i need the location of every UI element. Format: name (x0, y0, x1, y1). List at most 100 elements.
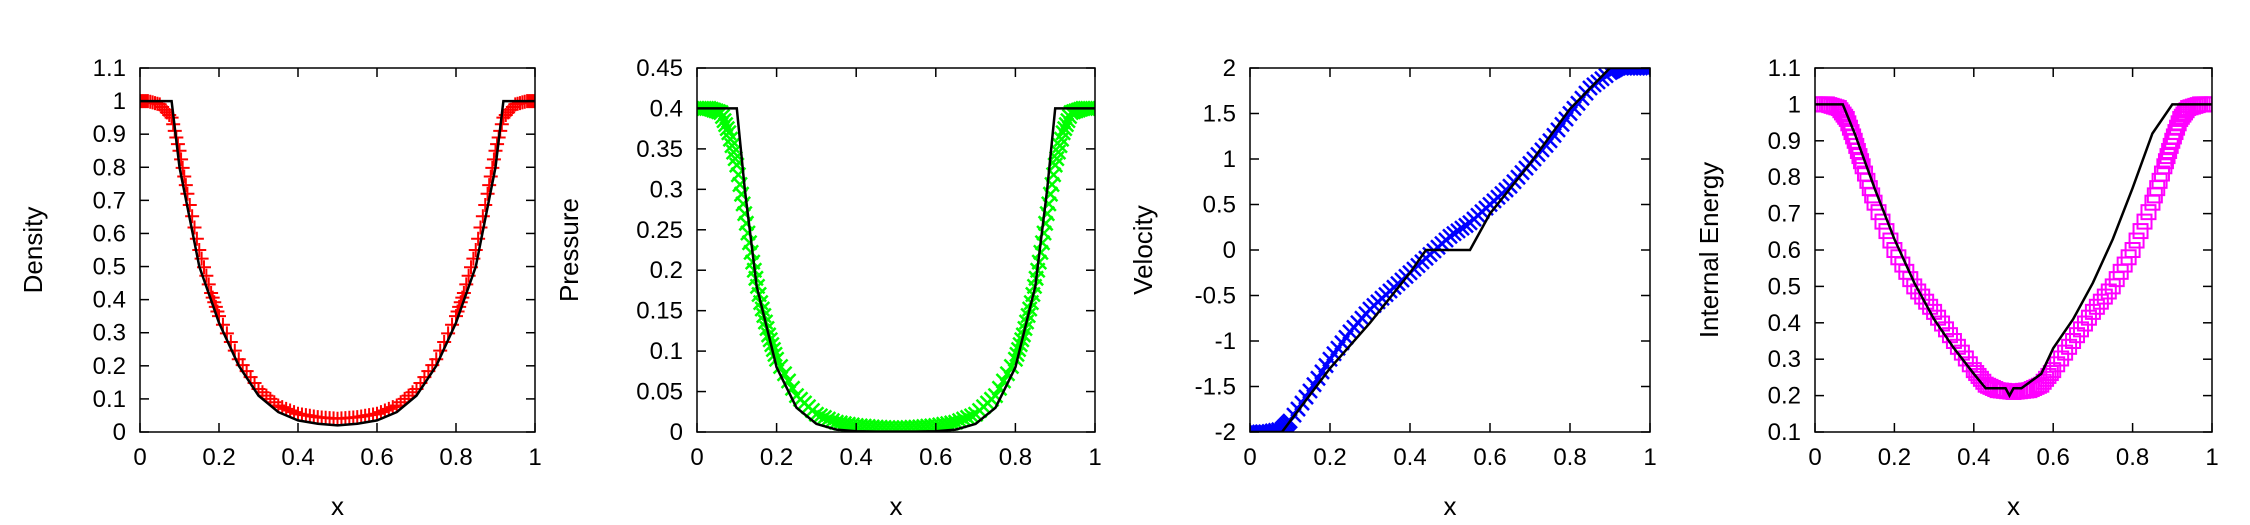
data-point (719, 120, 736, 137)
data-point (1258, 424, 1274, 432)
x-tick-label: 0.6 (919, 444, 952, 471)
data-point (1874, 213, 1891, 230)
y-tick-label: 0.9 (93, 121, 126, 148)
reference-line (1250, 68, 1650, 432)
data-point (2157, 153, 2174, 170)
x-axis-label: x (890, 491, 903, 521)
y-tick-label: 0.2 (1768, 383, 1801, 410)
y-tick-label: 1 (113, 88, 126, 115)
y-tick-label: 0.5 (93, 254, 126, 281)
x-tick-label: 0.8 (439, 444, 472, 471)
data-point (478, 197, 493, 212)
y-axis-label: Velocity (1128, 205, 1158, 295)
x-axis-label: x (2007, 491, 2020, 521)
y-tick-label: 0 (113, 419, 126, 446)
data-point (468, 243, 483, 257)
y-tick-label: 0.7 (93, 187, 126, 214)
x-tick-label: 0.4 (281, 444, 314, 471)
data-point (1058, 116, 1075, 133)
data-point (485, 160, 500, 175)
y-tick-label: 0.2 (93, 353, 126, 380)
chart-panel-4: 0 0.2 0.4 0.6 0.8 1 0.1 0.2 0.3 0.4 0.5 0.6 0.7 0.8 0.… (1694, 55, 2219, 521)
y-tick-label: -0.5 (1195, 283, 1236, 310)
data-point (2156, 158, 2173, 175)
y-tick-label: 0.1 (650, 338, 683, 365)
y-tick-label: 0.05 (636, 379, 683, 406)
y-tick-label: -1.5 (1195, 374, 1236, 401)
x-axis-label: x (331, 491, 344, 521)
plot-frame (1814, 67, 2213, 433)
data-point (714, 108, 731, 125)
y-tick-label: 0.1 (1768, 419, 1801, 446)
data-point (2040, 367, 2057, 384)
chart-panel-1: 0 0.2 0.4 0.6 0.8 1 0 0.1 0.2 0.3 0.4 0.5 0.6 0.7 0.8 0… (18, 55, 542, 521)
chart-panel-2: 0 0.2 0.4 0.6 0.8 1 0 0.05 0.1 0.15 0.2 0.25 0.3 0.35… (554, 55, 1102, 521)
y-tick-label: 1.1 (93, 55, 126, 82)
data-point (999, 365, 1016, 382)
data-point (955, 411, 972, 427)
y-tick-label: 0.4 (650, 95, 683, 122)
x-tick-label: 0.2 (760, 444, 793, 471)
data-point (1878, 223, 1895, 240)
x-tick-label: 0.4 (1393, 444, 1426, 471)
y-tick-label: 0.4 (93, 287, 126, 314)
data-point (177, 169, 192, 184)
y-tick-label: 0 (1223, 237, 1236, 264)
data-point (459, 277, 474, 292)
marker-series (140, 94, 535, 426)
data-point (2124, 242, 2141, 258)
x-tick-label: 0.2 (202, 444, 235, 471)
data-point (784, 380, 801, 397)
data-point (1055, 124, 1072, 141)
data-point (1635, 68, 1650, 76)
x-tick-label: 0 (1808, 444, 1821, 471)
data-point (947, 414, 964, 431)
data-point (2132, 223, 2149, 240)
y-tick-label: 0.7 (1768, 201, 1801, 228)
data-point (2128, 232, 2145, 249)
data-point (178, 178, 193, 193)
data-point (951, 412, 968, 429)
data-point (1638, 68, 1650, 76)
data-point (475, 209, 490, 224)
x-tick-label: 0 (690, 444, 703, 471)
x-tick-label: 0 (133, 444, 146, 471)
chart-panel-3: 0 0.2 0.4 0.6 0.8 1 -2 -1.5 -1 -0.5 0 0.5 1 1.5 2 x Velo… (1128, 55, 1657, 521)
data-point (185, 209, 200, 224)
data-point (1882, 232, 1899, 249)
plot-frame (139, 67, 536, 433)
data-point (1056, 120, 1073, 137)
x-tick-label: 1 (528, 444, 541, 471)
data-point (201, 277, 216, 292)
data-point (1007, 351, 1024, 368)
data-point (175, 160, 190, 175)
y-tick-label: 1.1 (1768, 55, 1801, 82)
y-axis-label: Pressure (554, 198, 584, 302)
data-point (1642, 68, 1650, 76)
y-tick-label: 0.8 (1768, 164, 1801, 191)
x-tick-label: 0.4 (840, 444, 873, 471)
reference-line (140, 99, 535, 427)
y-tick-label: 0.35 (636, 136, 683, 163)
y-tick-label: 0 (670, 419, 683, 446)
x-axis-label: x (1444, 491, 1457, 521)
y-tick-label: 0.6 (1768, 237, 1801, 264)
data-point (488, 143, 503, 158)
data-point (180, 186, 195, 201)
data-point (172, 143, 187, 158)
data-point (820, 411, 837, 427)
y-tick-label: 0.15 (636, 298, 683, 325)
data-point (2159, 148, 2176, 165)
y-tick-label: 0.5 (1203, 192, 1236, 219)
data-point (716, 112, 732, 129)
y-tick-label: -2 (1215, 419, 1236, 446)
data-point (182, 197, 197, 212)
y-tick-label: 0.6 (93, 220, 126, 247)
marker-series (697, 100, 1095, 432)
y-tick-label: 1.5 (1203, 101, 1236, 128)
data-point (959, 409, 976, 426)
y-tick-label: 0.3 (650, 176, 683, 203)
x-tick-label: 0.2 (1878, 444, 1911, 471)
x-tick-label: 0 (1243, 444, 1256, 471)
x-tick-label: 0.8 (999, 444, 1032, 471)
